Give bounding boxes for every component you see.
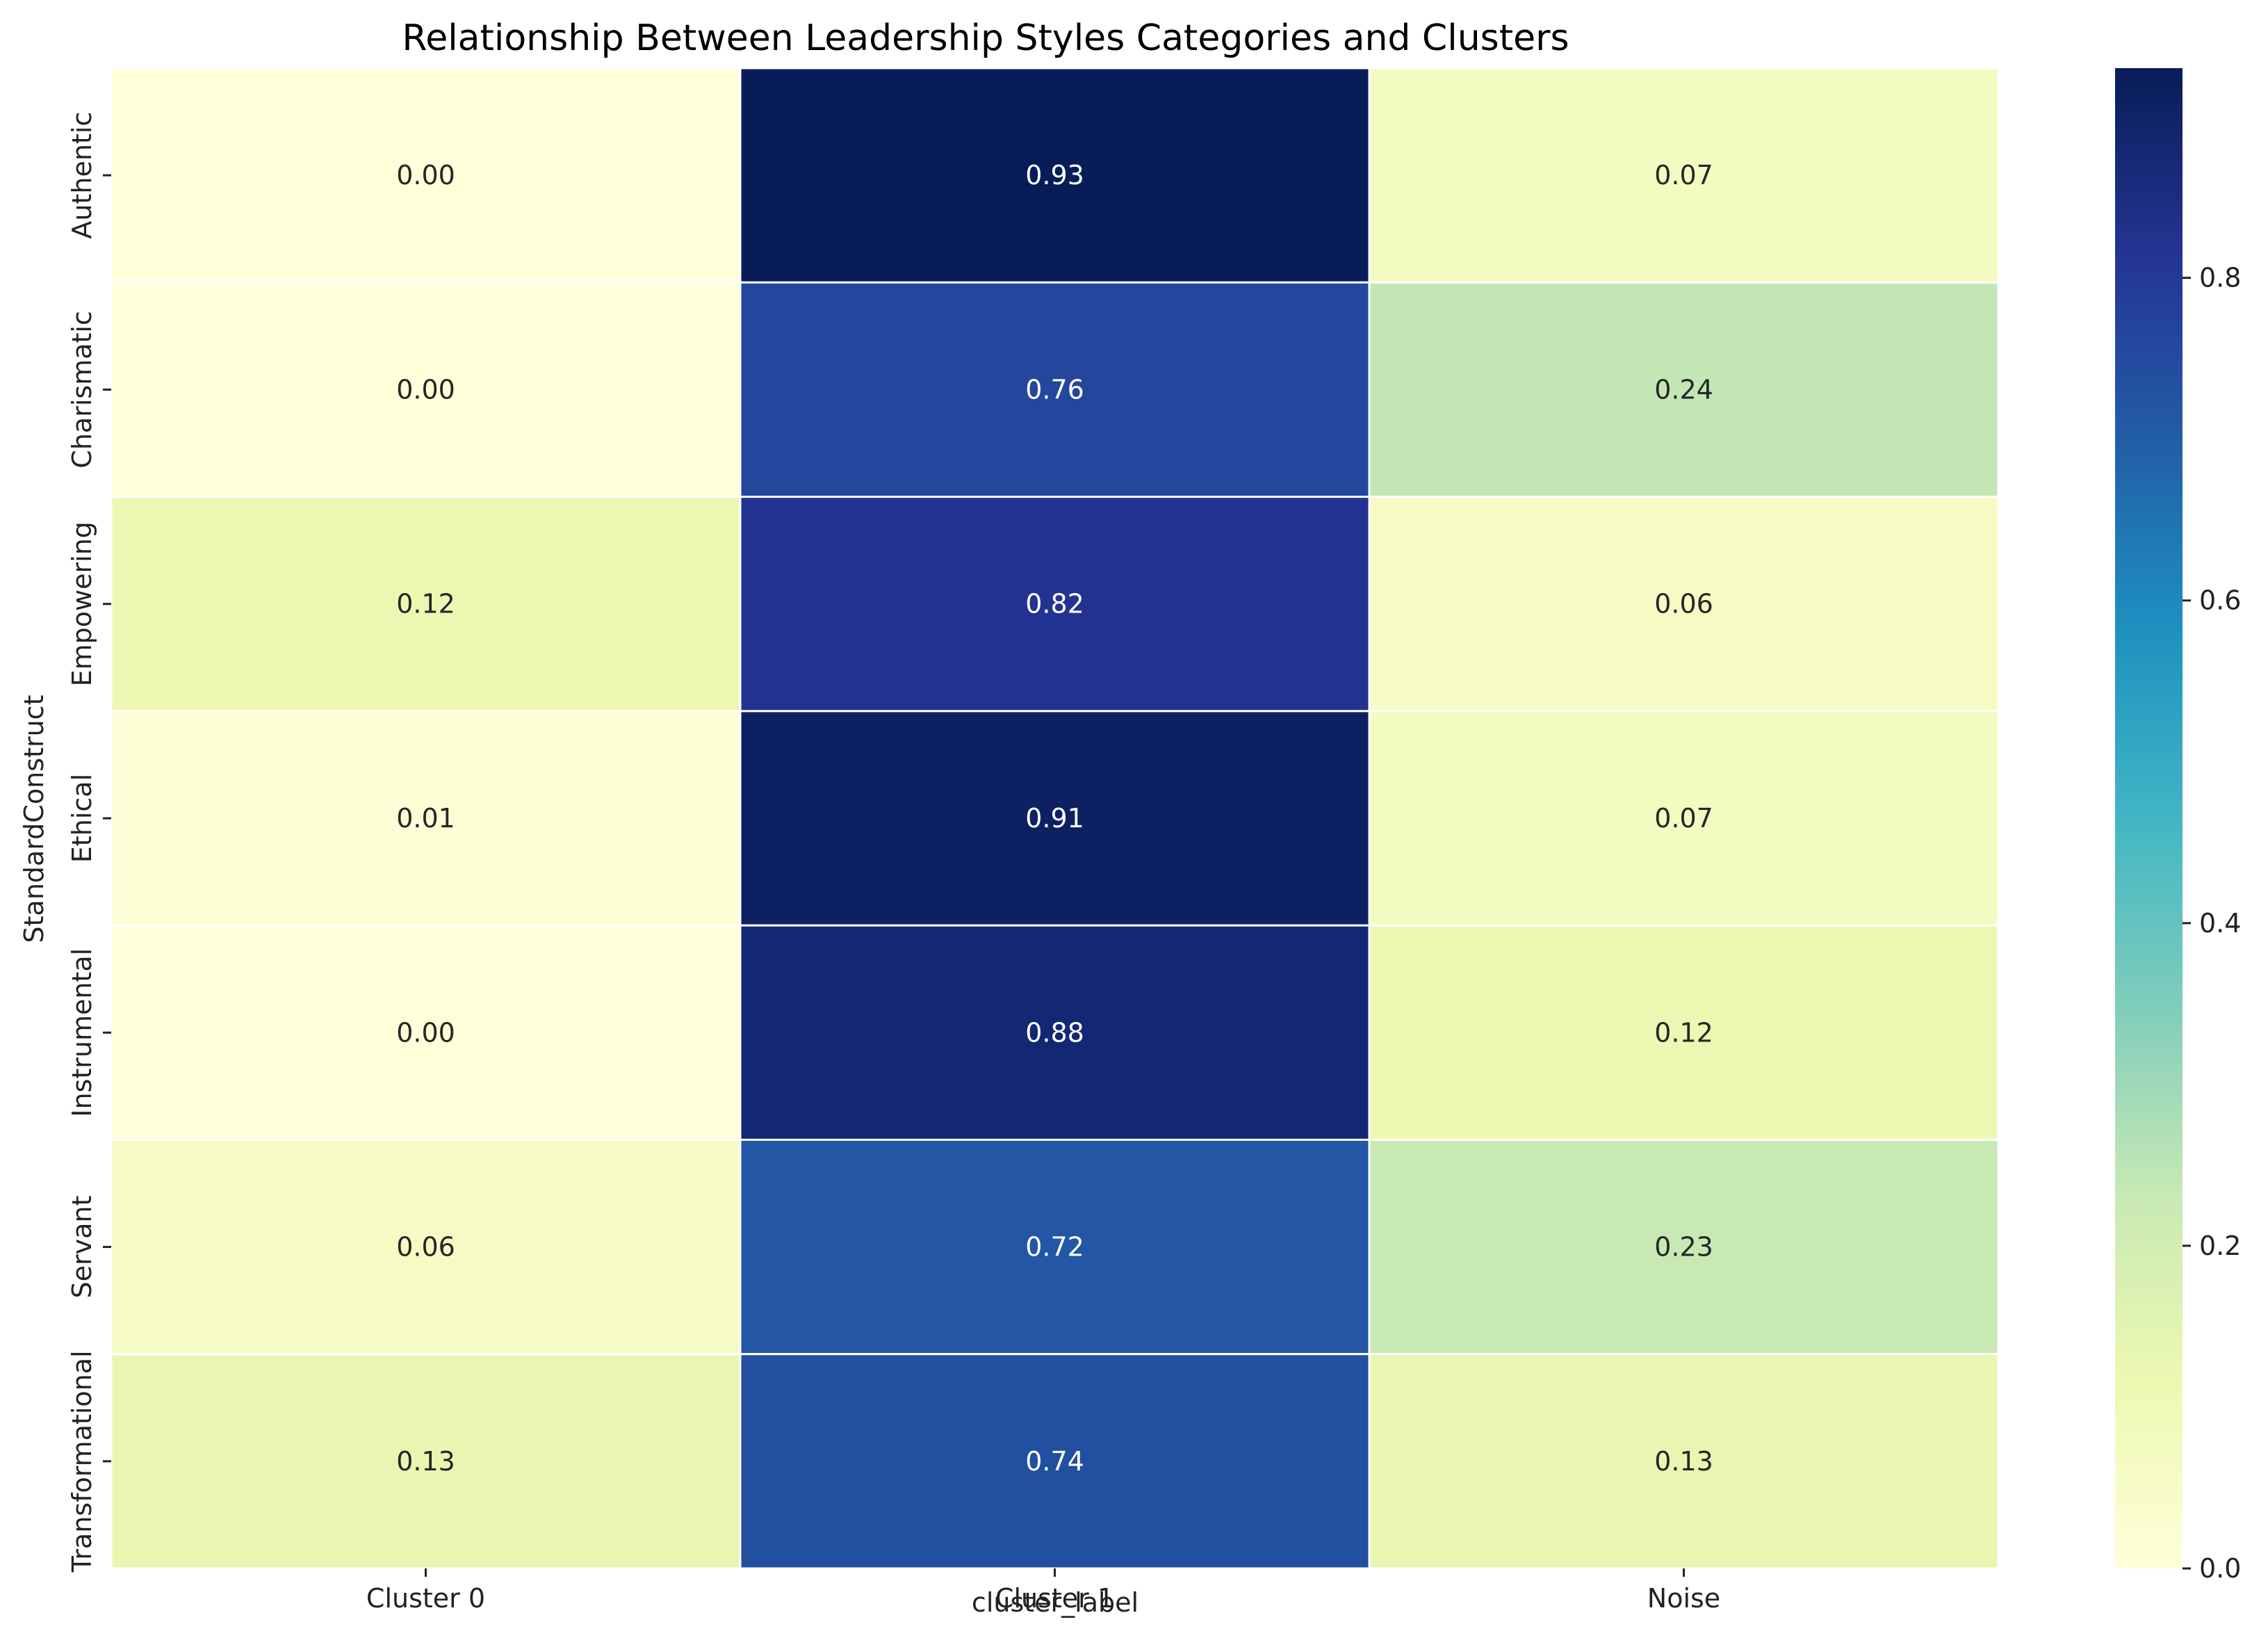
x-tick-label: Cluster 0 bbox=[366, 1583, 485, 1614]
cell-value-label: 0.07 bbox=[1654, 803, 1713, 834]
colorbar bbox=[2115, 68, 2183, 1568]
cell-value-label: 0.07 bbox=[1654, 160, 1713, 190]
heatmap-cell bbox=[739, 281, 1371, 498]
y-tick-label: Empowering bbox=[67, 521, 97, 686]
x-axis-label: cluster_label bbox=[972, 1587, 1139, 1618]
cell-value-label: 0.12 bbox=[396, 589, 455, 619]
x-axis-ticks: Cluster 0 Cluster 1 Noise bbox=[366, 1568, 1720, 1614]
y-tick-label: Servant bbox=[67, 1196, 97, 1299]
heatmap-cell bbox=[739, 67, 1371, 284]
cell-value-label: 0.91 bbox=[1025, 803, 1084, 834]
cell-value-label: 0.12 bbox=[1654, 1017, 1713, 1048]
y-tick-label: Transformational bbox=[67, 1350, 97, 1573]
cell-value-label: 0.82 bbox=[1025, 589, 1084, 619]
colorbar-ticks: 0.0 0.2 0.4 0.6 0.8 bbox=[2183, 263, 2241, 1584]
heatmap-cell bbox=[739, 924, 1371, 1141]
colorbar-tick-label: 0.8 bbox=[2199, 263, 2241, 293]
heatmap-cell bbox=[1368, 281, 2000, 498]
cell-value-label: 0.13 bbox=[396, 1446, 455, 1477]
heatmap-cell bbox=[1368, 1138, 2000, 1356]
heatmap-cell bbox=[110, 924, 742, 1141]
heatmap-cell bbox=[110, 67, 742, 284]
cell-value-label: 0.00 bbox=[396, 1017, 455, 1048]
heatmap-cells bbox=[110, 67, 2000, 1570]
cell-value-label: 0.00 bbox=[396, 160, 455, 190]
heatmap-cell bbox=[1368, 1353, 2000, 1570]
heatmap-cell bbox=[739, 496, 1371, 713]
heatmap-cell bbox=[739, 1138, 1371, 1356]
colorbar-tick-label: 0.6 bbox=[2199, 585, 2241, 616]
cell-value-label: 0.88 bbox=[1025, 1017, 1084, 1048]
heatmap-cell bbox=[1368, 710, 2000, 927]
y-tick-label: Ethical bbox=[67, 774, 97, 863]
cell-value-label: 0.06 bbox=[1654, 589, 1713, 619]
cell-value-label: 0.00 bbox=[396, 374, 455, 405]
heatmap-cell bbox=[110, 281, 742, 498]
heatmap-cell bbox=[1368, 924, 2000, 1141]
y-tick-label: Charismatic bbox=[67, 311, 97, 469]
colorbar-tick-label: 0.2 bbox=[2199, 1231, 2241, 1261]
y-axis-label: StandardConstruct bbox=[19, 695, 49, 943]
cell-value-label: 0.06 bbox=[396, 1232, 455, 1263]
cell-value-label: 0.01 bbox=[396, 803, 455, 834]
y-tick-label: Authentic bbox=[67, 112, 97, 239]
colorbar-tick-label: 0.4 bbox=[2199, 908, 2241, 939]
heatmap-cell bbox=[110, 710, 742, 927]
y-axis-ticks: Authentic Charismatic Empowering Ethical Ins… bbox=[67, 112, 111, 1573]
heatmap-cell-labels: 0.00 0.93 0.07 0.00 0.76 0.24 0.12 0.82 0.06 0.01… bbox=[396, 160, 1713, 1477]
x-tick-label: Cluster 1 bbox=[995, 1583, 1114, 1614]
cell-value-label: 0.23 bbox=[1654, 1232, 1713, 1263]
cell-value-label: 0.74 bbox=[1025, 1446, 1084, 1477]
colorbar-tick-label: 0.0 bbox=[2199, 1553, 2241, 1584]
y-tick-label: Instrumental bbox=[67, 948, 97, 1117]
heatmap-cell bbox=[739, 1353, 1371, 1570]
chart-title: Relationship Between Leadership Styles C… bbox=[402, 17, 1569, 59]
x-tick-label: Noise bbox=[1647, 1583, 1720, 1614]
heatmap-cell bbox=[110, 496, 742, 713]
cell-value-label: 0.93 bbox=[1025, 160, 1084, 190]
heatmap-cell bbox=[110, 1353, 742, 1570]
heatmap-cell bbox=[1368, 67, 2000, 284]
cell-value-label: 0.24 bbox=[1654, 374, 1713, 405]
cell-value-label: 0.13 bbox=[1654, 1446, 1713, 1477]
cell-value-label: 0.76 bbox=[1025, 374, 1084, 405]
cell-value-label: 0.72 bbox=[1025, 1232, 1084, 1263]
